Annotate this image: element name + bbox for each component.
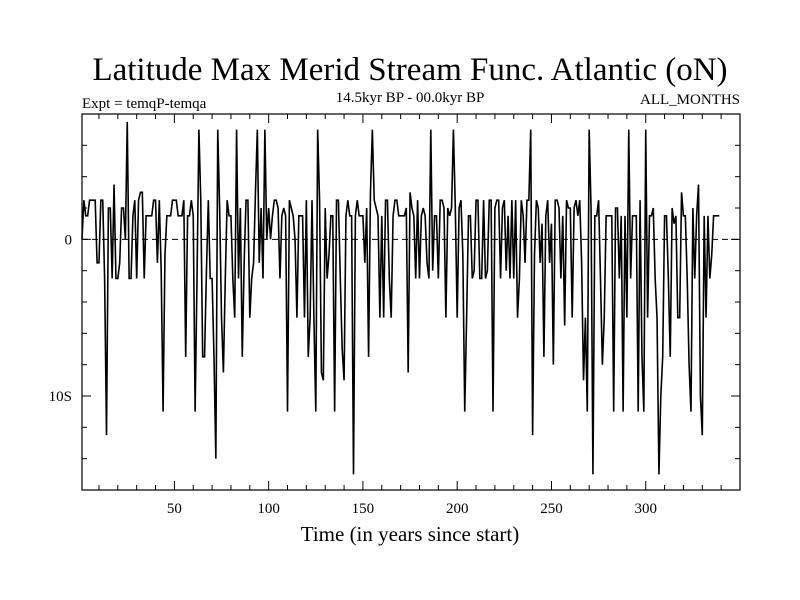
x-axis-label: Time (in years since start) bbox=[301, 522, 520, 546]
plot-frame bbox=[81, 113, 741, 491]
chart-subtitle-center: 14.5kyr BP - 00.0kyr BP bbox=[336, 90, 485, 106]
x-tick-label: 250 bbox=[540, 501, 563, 517]
axis-tick-labels: 50 100 150 200 250 300 0 10S bbox=[49, 232, 657, 517]
axis-ticks bbox=[82, 113, 741, 491]
x-tick-label: 200 bbox=[446, 501, 469, 517]
y-tick-label: 10S bbox=[49, 389, 72, 405]
chart-subtitle-left: Expt = temqP-temqa bbox=[82, 96, 207, 112]
x-tick-label: 100 bbox=[257, 501, 280, 517]
y-tick-label: 0 bbox=[65, 232, 73, 248]
series-line-temqP-temqa bbox=[81, 121, 720, 475]
x-tick-label: 50 bbox=[167, 501, 182, 517]
x-tick-label: 300 bbox=[634, 501, 657, 517]
chart-title: Latitude Max Merid Stream Func. Atlantic… bbox=[92, 52, 727, 88]
x-tick-label: 150 bbox=[352, 501, 375, 517]
chart-subtitle-right: ALL_MONTHS bbox=[640, 92, 740, 108]
